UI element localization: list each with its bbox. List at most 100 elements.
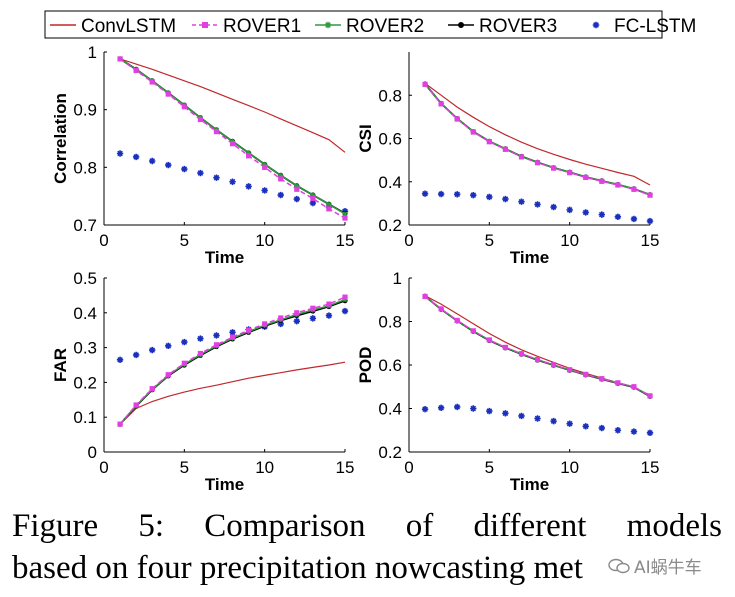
data-point bbox=[631, 384, 637, 390]
legend: ConvLSTM ROVER1 ROVER2 ROVER3 FC-LSTM bbox=[44, 10, 696, 39]
data-point bbox=[646, 217, 654, 225]
data-point bbox=[502, 410, 509, 417]
data-point bbox=[342, 294, 348, 300]
series-line bbox=[424, 83, 651, 196]
data-point bbox=[326, 206, 332, 212]
y-tick-label: 0.4 bbox=[378, 173, 402, 192]
data-point bbox=[278, 176, 284, 182]
legend-item-fc-lstm: FC-LSTM bbox=[592, 16, 696, 37]
data-point bbox=[277, 191, 284, 199]
y-tick-label: 0.4 bbox=[378, 400, 402, 419]
data-point bbox=[229, 329, 236, 336]
data-point bbox=[646, 429, 654, 437]
series-rover1 bbox=[422, 81, 653, 198]
data-point bbox=[197, 335, 204, 342]
data-point bbox=[310, 305, 316, 311]
data-point bbox=[149, 79, 155, 85]
data-point bbox=[647, 192, 653, 198]
data-point bbox=[181, 104, 187, 110]
data-point bbox=[293, 317, 300, 325]
data-point bbox=[615, 380, 621, 386]
legend-label: FC-LSTM bbox=[614, 16, 696, 37]
data-point bbox=[181, 338, 188, 346]
data-point bbox=[133, 402, 139, 408]
x-tick-label: 15 bbox=[336, 231, 355, 250]
data-point bbox=[132, 153, 140, 161]
data-point bbox=[149, 386, 155, 392]
y-axis-label: FAR bbox=[51, 348, 70, 382]
data-point bbox=[566, 206, 573, 214]
data-point bbox=[583, 371, 589, 377]
data-point bbox=[630, 215, 638, 223]
series-rover1 bbox=[422, 293, 653, 399]
data-point bbox=[133, 67, 139, 74]
data-point bbox=[518, 154, 525, 160]
series-convlstm bbox=[424, 82, 651, 186]
watermark: AI蜗牛车 bbox=[608, 553, 702, 578]
y-tick-label: 0.2 bbox=[378, 216, 402, 235]
data-point bbox=[550, 417, 557, 425]
x-tick-label: 10 bbox=[255, 231, 274, 250]
data-point bbox=[422, 81, 428, 88]
series-convlstm bbox=[424, 295, 651, 396]
data-point bbox=[421, 190, 429, 197]
data-point bbox=[342, 211, 348, 217]
data-point bbox=[165, 91, 171, 97]
y-tick-label: 0.2 bbox=[73, 373, 97, 392]
series-fc-lstm bbox=[421, 190, 654, 225]
data-point bbox=[165, 342, 172, 350]
legend-label: ConvLSTM bbox=[81, 16, 176, 37]
x-tick-label: 0 bbox=[99, 231, 108, 250]
series-line bbox=[424, 82, 651, 186]
x-tick-label: 15 bbox=[336, 458, 355, 477]
data-point bbox=[246, 327, 252, 333]
data-point bbox=[117, 421, 123, 427]
y-tick-label: 0.6 bbox=[378, 130, 402, 149]
data-point bbox=[583, 174, 589, 181]
x-axis-label: Time bbox=[205, 475, 244, 494]
data-point bbox=[149, 157, 156, 165]
data-point bbox=[437, 190, 445, 198]
x-tick-label: 5 bbox=[180, 231, 189, 250]
data-point bbox=[486, 407, 493, 415]
y-tick-label: 0.6 bbox=[378, 356, 402, 375]
data-point bbox=[277, 320, 284, 328]
data-point bbox=[534, 201, 541, 208]
x-tick-label: 5 bbox=[180, 458, 189, 477]
data-point bbox=[294, 186, 300, 192]
data-point bbox=[598, 211, 605, 218]
data-point bbox=[229, 141, 236, 147]
data-point bbox=[262, 161, 268, 168]
series-convlstm bbox=[119, 58, 346, 153]
data-point bbox=[502, 146, 508, 152]
series-line bbox=[119, 58, 346, 153]
data-point bbox=[631, 186, 637, 192]
legend-item-rover1: ROVER1 bbox=[192, 16, 301, 37]
data-point bbox=[326, 301, 332, 307]
series-line bbox=[424, 83, 651, 196]
data-point bbox=[438, 306, 444, 312]
y-axis-label: POD bbox=[356, 347, 375, 384]
data-point bbox=[437, 404, 445, 412]
legend-marker bbox=[592, 21, 600, 29]
y-tick-label: 0.7 bbox=[73, 216, 97, 235]
data-point bbox=[421, 405, 429, 413]
legend-marker bbox=[324, 21, 332, 29]
data-point bbox=[630, 428, 638, 435]
y-tick-label: 0 bbox=[88, 443, 97, 462]
data-point bbox=[599, 178, 605, 184]
data-point bbox=[278, 172, 284, 179]
y-tick-label: 0.4 bbox=[73, 304, 97, 323]
data-point bbox=[454, 403, 461, 411]
x-tick-label: 10 bbox=[255, 458, 274, 477]
legend-item-rover2: ROVER2 bbox=[315, 16, 424, 37]
data-point bbox=[246, 150, 252, 156]
data-point bbox=[116, 356, 124, 363]
y-tick-label: 0.8 bbox=[378, 313, 402, 332]
data-point bbox=[181, 360, 187, 366]
series-line bbox=[119, 361, 346, 425]
y-axis-label: CSI bbox=[356, 124, 375, 152]
data-point bbox=[149, 346, 156, 354]
data-point bbox=[261, 187, 268, 194]
